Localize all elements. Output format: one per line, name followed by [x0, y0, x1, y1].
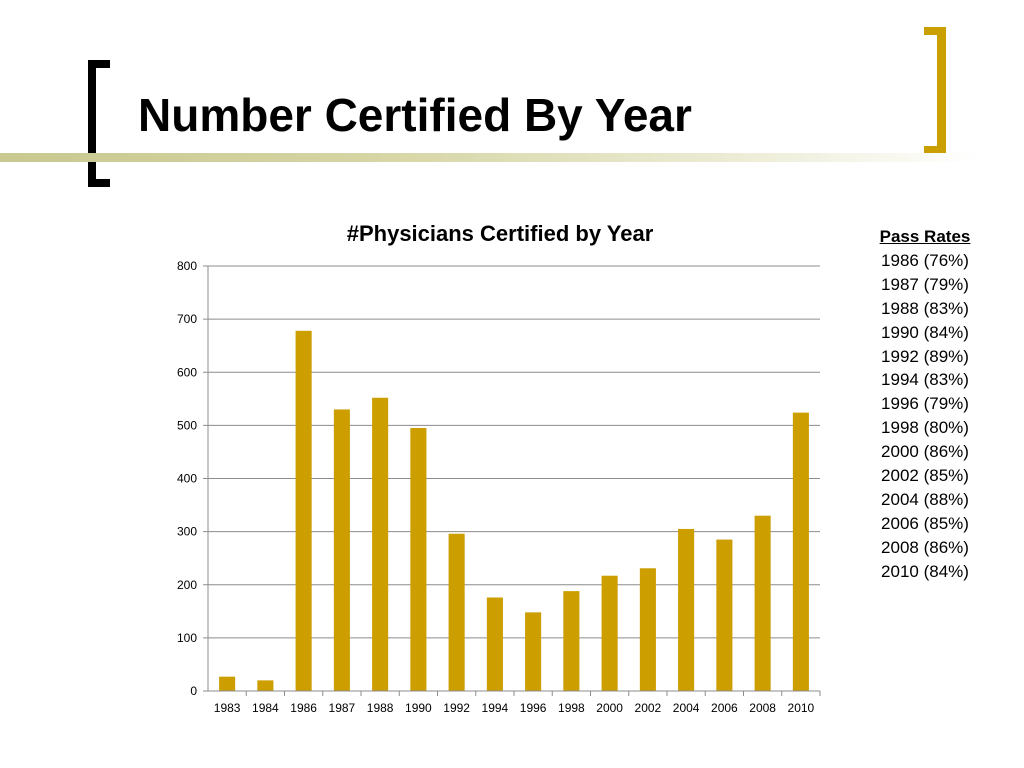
x-tick-label: 1990 [405, 701, 432, 715]
bar-1984 [257, 680, 274, 691]
x-tick-label: 1984 [252, 701, 279, 715]
pass-rate-item: 1988 (83%) [881, 298, 969, 318]
chart-title: #Physicians Certified by Year [346, 221, 654, 246]
x-tick-label: 1992 [443, 701, 470, 715]
x-tick-label: 2006 [711, 701, 738, 715]
bar-1998 [563, 591, 580, 691]
y-tick-label: 300 [177, 525, 197, 539]
x-tick-label: 1994 [482, 701, 509, 715]
x-tick-label: 1986 [290, 701, 317, 715]
bar-2010 [792, 412, 809, 691]
pass-rate-item: 1994 (83%) [881, 370, 969, 390]
pass-rate-item: 2002 (85%) [881, 466, 969, 486]
pass-rate-item: 2008 (86%) [881, 537, 969, 557]
bar-1992 [448, 533, 465, 691]
bar-1987 [333, 409, 350, 691]
y-tick-label: 100 [177, 631, 197, 645]
pass-rate-item: 2000 (86%) [881, 442, 969, 462]
bar-1996 [525, 612, 542, 691]
y-tick-label: 500 [177, 418, 197, 432]
bar-1994 [486, 597, 503, 691]
pass-rate-item: 1998 (80%) [881, 418, 969, 438]
y-tick-label: 400 [177, 472, 197, 486]
x-tick-label: 1988 [367, 701, 394, 715]
x-tick-label: 2004 [673, 701, 700, 715]
y-tick-label: 600 [177, 365, 197, 379]
bar-2002 [639, 568, 656, 691]
pass-rates-panel: Pass Rates 1986 (76%) 1987 (79%) 1988 (83%… [850, 225, 1000, 584]
x-tick-label: 2000 [596, 701, 623, 715]
bar-2006 [716, 539, 733, 691]
pass-rate-item: 1996 (79%) [881, 394, 969, 414]
bar-2000 [601, 575, 618, 691]
bar-2008 [754, 515, 771, 691]
y-tick-label: 700 [177, 312, 197, 326]
right-bracket-bottom [924, 146, 946, 154]
bar-2004 [678, 528, 695, 691]
x-tick-label: 2002 [635, 701, 662, 715]
right-bracket-top [924, 27, 946, 35]
x-tick-label: 1996 [520, 701, 547, 715]
right-bracket [937, 27, 946, 154]
title-underline-band [0, 153, 980, 162]
y-tick-label: 0 [190, 684, 197, 698]
pass-rate-item: 2006 (85%) [881, 513, 969, 533]
x-tick-label: 1983 [214, 701, 241, 715]
bar-1986 [295, 330, 312, 691]
bar-1990 [410, 428, 427, 691]
pass-rates-heading: Pass Rates [879, 227, 971, 246]
slide-title: Number Certified By Year [138, 89, 692, 141]
pass-rate-item: 1986 (76%) [881, 250, 969, 270]
pass-rate-item: 1990 (84%) [881, 322, 969, 342]
x-tick-label: 1998 [558, 701, 585, 715]
y-tick-label: 800 [177, 259, 197, 273]
bar-1988 [372, 397, 389, 691]
left-bracket [88, 60, 96, 187]
x-tick-label: 1987 [329, 701, 356, 715]
bar-1983 [219, 676, 236, 691]
x-tick-label: 2008 [749, 701, 776, 715]
pass-rate-item: 1987 (79%) [881, 274, 969, 294]
pass-rates-list: 1986 (76%) 1987 (79%) 1988 (83%) 1990 (84%)… [850, 249, 1000, 584]
y-tick-label: 200 [177, 578, 197, 592]
pass-rate-item: 1992 (89%) [881, 346, 969, 366]
left-bracket-top [88, 60, 110, 68]
left-bracket-bottom [88, 179, 110, 187]
x-tick-label: 2010 [788, 701, 815, 715]
pass-rate-item: 2010 (84%) [881, 561, 969, 581]
pass-rate-item: 2004 (88%) [881, 489, 969, 509]
